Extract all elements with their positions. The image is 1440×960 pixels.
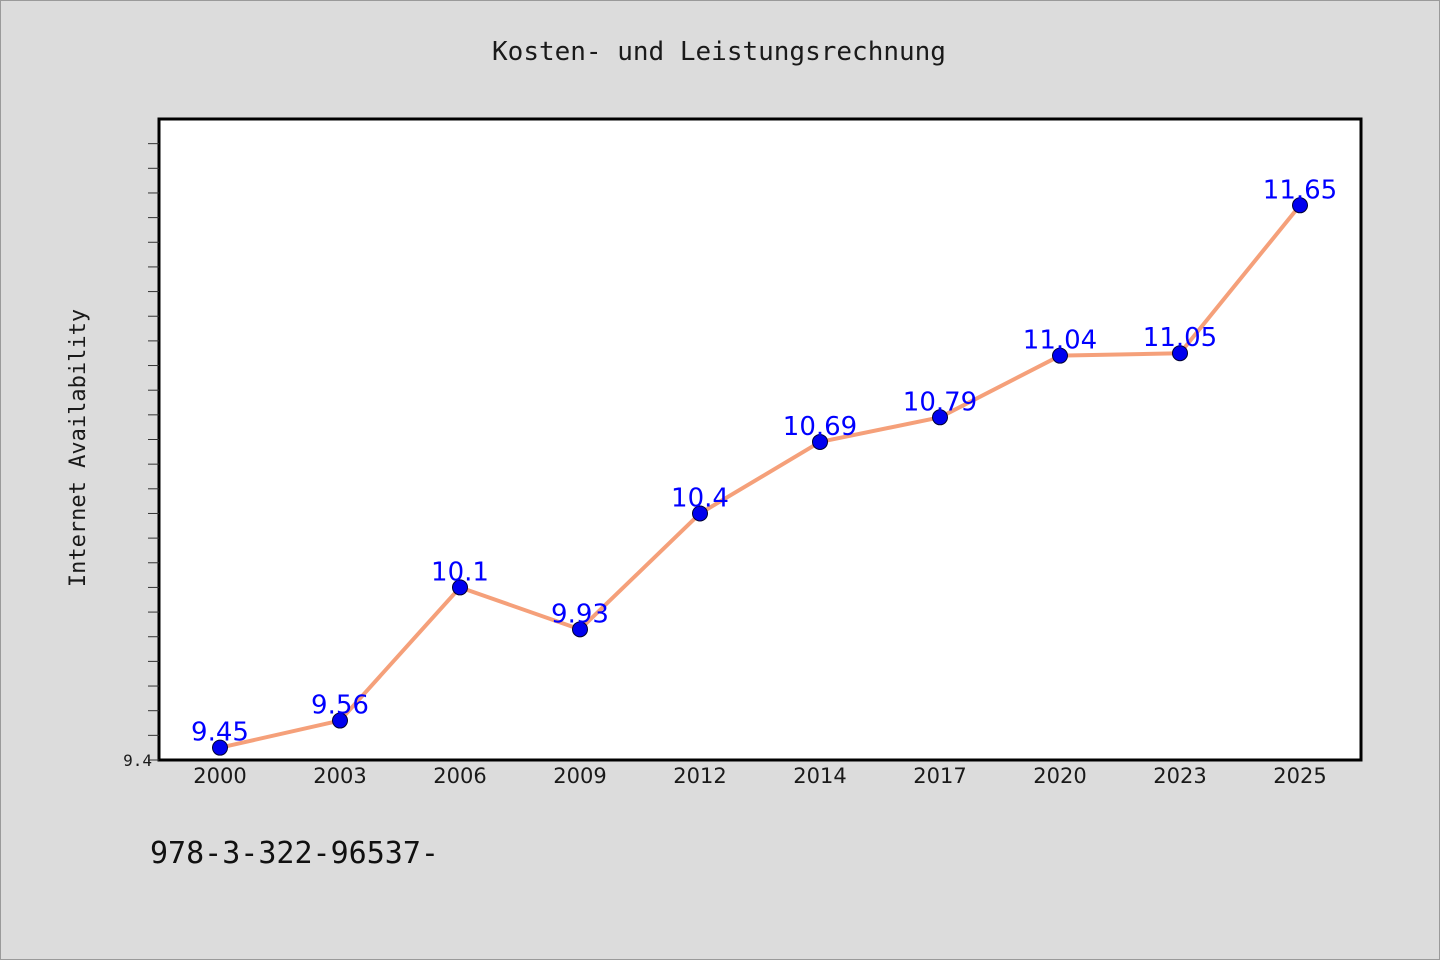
y-axis-label: Internet Availability bbox=[66, 309, 91, 587]
data-label: 9.93 bbox=[551, 599, 609, 629]
data-point bbox=[1172, 345, 1188, 362]
data-label: 11.05 bbox=[1143, 323, 1217, 353]
data-label: 10.1 bbox=[431, 557, 489, 587]
x-tick-label: 2017 bbox=[913, 764, 966, 788]
x-axis-tick-labels: 2000 2003 2006 2009 2012 2014 2017 2020 2023 2025 bbox=[193, 764, 1326, 788]
data-label: 9.45 bbox=[191, 718, 249, 748]
chart-title: Kosten- und Leistungsrechnung bbox=[492, 37, 946, 67]
y-axis-ticks bbox=[148, 143, 159, 761]
data-point bbox=[212, 739, 228, 756]
data-point bbox=[452, 579, 468, 596]
x-tick-label: 2000 bbox=[193, 764, 246, 788]
data-point bbox=[812, 433, 828, 450]
data-point bbox=[1292, 197, 1308, 214]
plot-area bbox=[157, 117, 1363, 762]
y-tick-label-min: 9.4 bbox=[123, 751, 152, 770]
data-label: 10.79 bbox=[903, 387, 977, 417]
data-point bbox=[1052, 347, 1068, 364]
data-label: 10.4 bbox=[671, 483, 729, 513]
x-tick-label: 2020 bbox=[1033, 764, 1086, 788]
data-label: 11.04 bbox=[1023, 326, 1097, 356]
data-label: 9.56 bbox=[311, 691, 369, 721]
data-label: 11.65 bbox=[1263, 175, 1337, 205]
data-labels: 9.45 9.56 10.1 9.93 10.4 10.69 10.79 11.04 11.05… bbox=[191, 175, 1337, 747]
data-label: 10.69 bbox=[783, 412, 857, 442]
series-line bbox=[219, 204, 1302, 750]
series-markers bbox=[212, 197, 1308, 756]
data-point bbox=[332, 712, 348, 729]
x-tick-label: 2003 bbox=[313, 764, 366, 788]
data-point bbox=[692, 505, 708, 522]
x-tick-label: 2014 bbox=[793, 764, 846, 788]
data-point bbox=[932, 409, 948, 426]
x-tick-label: 2006 bbox=[433, 764, 486, 788]
x-tick-label: 2025 bbox=[1273, 764, 1326, 788]
data-point bbox=[572, 621, 588, 638]
x-tick-label: 2009 bbox=[553, 764, 606, 788]
x-tick-label: 2012 bbox=[673, 764, 726, 788]
x-tick-label: 2023 bbox=[1153, 764, 1206, 788]
footer-isbn-text: 978-3-322-96537- bbox=[150, 836, 439, 871]
